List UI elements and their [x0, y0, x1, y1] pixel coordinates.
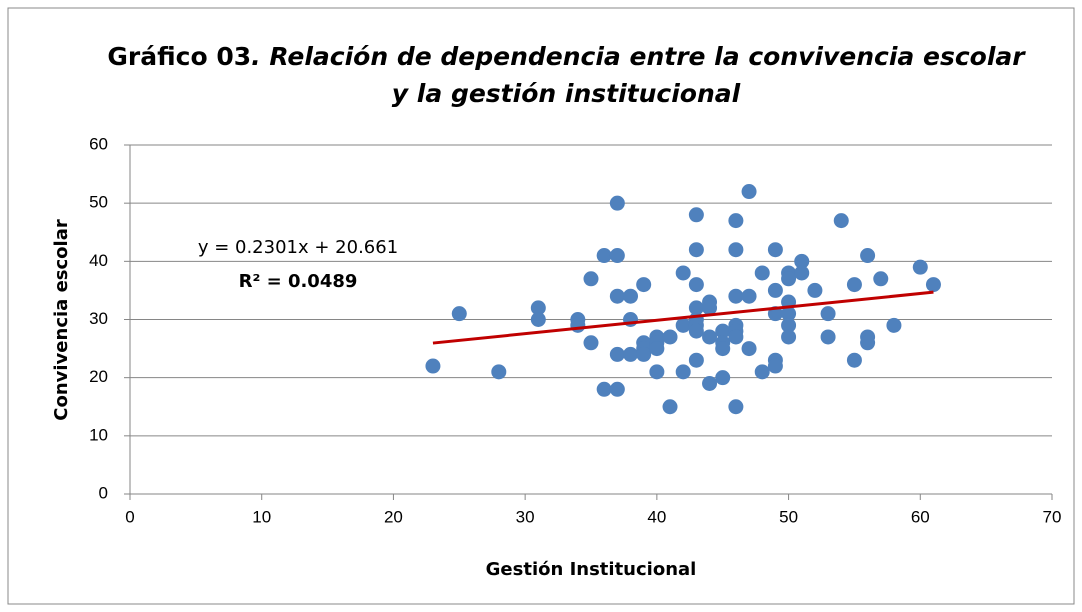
- point: [767, 282, 783, 298]
- point: [636, 346, 652, 362]
- point: [609, 381, 625, 397]
- point: [886, 317, 902, 333]
- point: [662, 329, 678, 345]
- point: [675, 364, 691, 380]
- point: [794, 265, 810, 281]
- point: [530, 300, 546, 316]
- x-tick-label: 20: [384, 507, 403, 526]
- point: [781, 317, 797, 333]
- y-tick-label: 20: [89, 367, 108, 386]
- point: [596, 248, 612, 264]
- point: [741, 288, 757, 304]
- title-part: Gráfico 03: [107, 42, 251, 71]
- point: [728, 242, 744, 258]
- point: [715, 341, 731, 357]
- trendline-r2: R² = 0.0489: [239, 271, 358, 292]
- y-tick-label: 10: [89, 425, 108, 444]
- x-tick-label: 0: [125, 507, 134, 526]
- point: [609, 288, 625, 304]
- point: [649, 364, 665, 380]
- point: [688, 242, 704, 258]
- point: [741, 184, 757, 200]
- point: [833, 213, 849, 229]
- point: [767, 242, 783, 258]
- point: [636, 277, 652, 293]
- x-tick-label: 50: [779, 507, 798, 526]
- x-tick-label: 60: [911, 507, 930, 526]
- point: [860, 335, 876, 351]
- point: [820, 306, 836, 322]
- point: [767, 358, 783, 374]
- y-axis-label: Convivencia escolar: [51, 219, 72, 421]
- point: [781, 271, 797, 287]
- point: [583, 335, 599, 351]
- point: [715, 323, 731, 339]
- point: [609, 346, 625, 362]
- point: [728, 399, 744, 415]
- y-tick-label: 40: [89, 251, 108, 270]
- y-tick-label: 0: [99, 483, 108, 502]
- point: [609, 195, 625, 211]
- point: [925, 277, 941, 293]
- point: [675, 265, 691, 281]
- chart-title: Gráfico 03. Relación de dependencia entr…: [107, 42, 1026, 71]
- point: [846, 352, 862, 368]
- trendline-equation: y = 0.2301x + 20.661: [198, 237, 398, 258]
- point: [688, 300, 704, 316]
- trendline: [432, 290, 934, 345]
- point: [702, 329, 718, 345]
- point: [702, 300, 718, 316]
- chart-title: y la gestión institucional: [392, 79, 741, 108]
- x-tick-label: 40: [647, 507, 666, 526]
- point: [596, 381, 612, 397]
- point: [860, 248, 876, 264]
- point: [451, 306, 467, 322]
- point: [688, 277, 704, 293]
- y-tick-label: 50: [89, 193, 108, 212]
- point: [728, 288, 744, 304]
- point: [754, 364, 770, 380]
- point: [754, 265, 770, 281]
- point: [649, 341, 665, 357]
- point: [623, 288, 639, 304]
- y-tick-label: 30: [89, 309, 108, 328]
- point: [583, 271, 599, 287]
- point: [675, 317, 691, 333]
- point: [491, 364, 507, 380]
- point: [781, 306, 797, 322]
- point: [728, 213, 744, 229]
- title-part: . Relación de dependencia entre la convi…: [251, 42, 1026, 71]
- point: [912, 259, 928, 275]
- point: [702, 375, 718, 391]
- point: [728, 329, 744, 345]
- point: [715, 370, 731, 386]
- x-tick-label: 70: [1043, 507, 1062, 526]
- point: [781, 329, 797, 345]
- point: [820, 329, 836, 345]
- point: [807, 282, 823, 298]
- point: [662, 399, 678, 415]
- point: [846, 277, 862, 293]
- point: [570, 317, 586, 333]
- point: [794, 253, 810, 269]
- point: [609, 248, 625, 264]
- point: [425, 358, 441, 374]
- x-tick-label: 30: [516, 507, 535, 526]
- point: [530, 312, 546, 327]
- x-tick-label: 10: [252, 507, 271, 526]
- point: [688, 352, 704, 368]
- point: [688, 323, 704, 339]
- x-axis-label: Gestión Institucional: [486, 559, 697, 580]
- point: [688, 207, 704, 223]
- point: [873, 271, 889, 287]
- point: [623, 346, 639, 362]
- point: [741, 341, 757, 357]
- y-tick-label: 60: [89, 134, 108, 153]
